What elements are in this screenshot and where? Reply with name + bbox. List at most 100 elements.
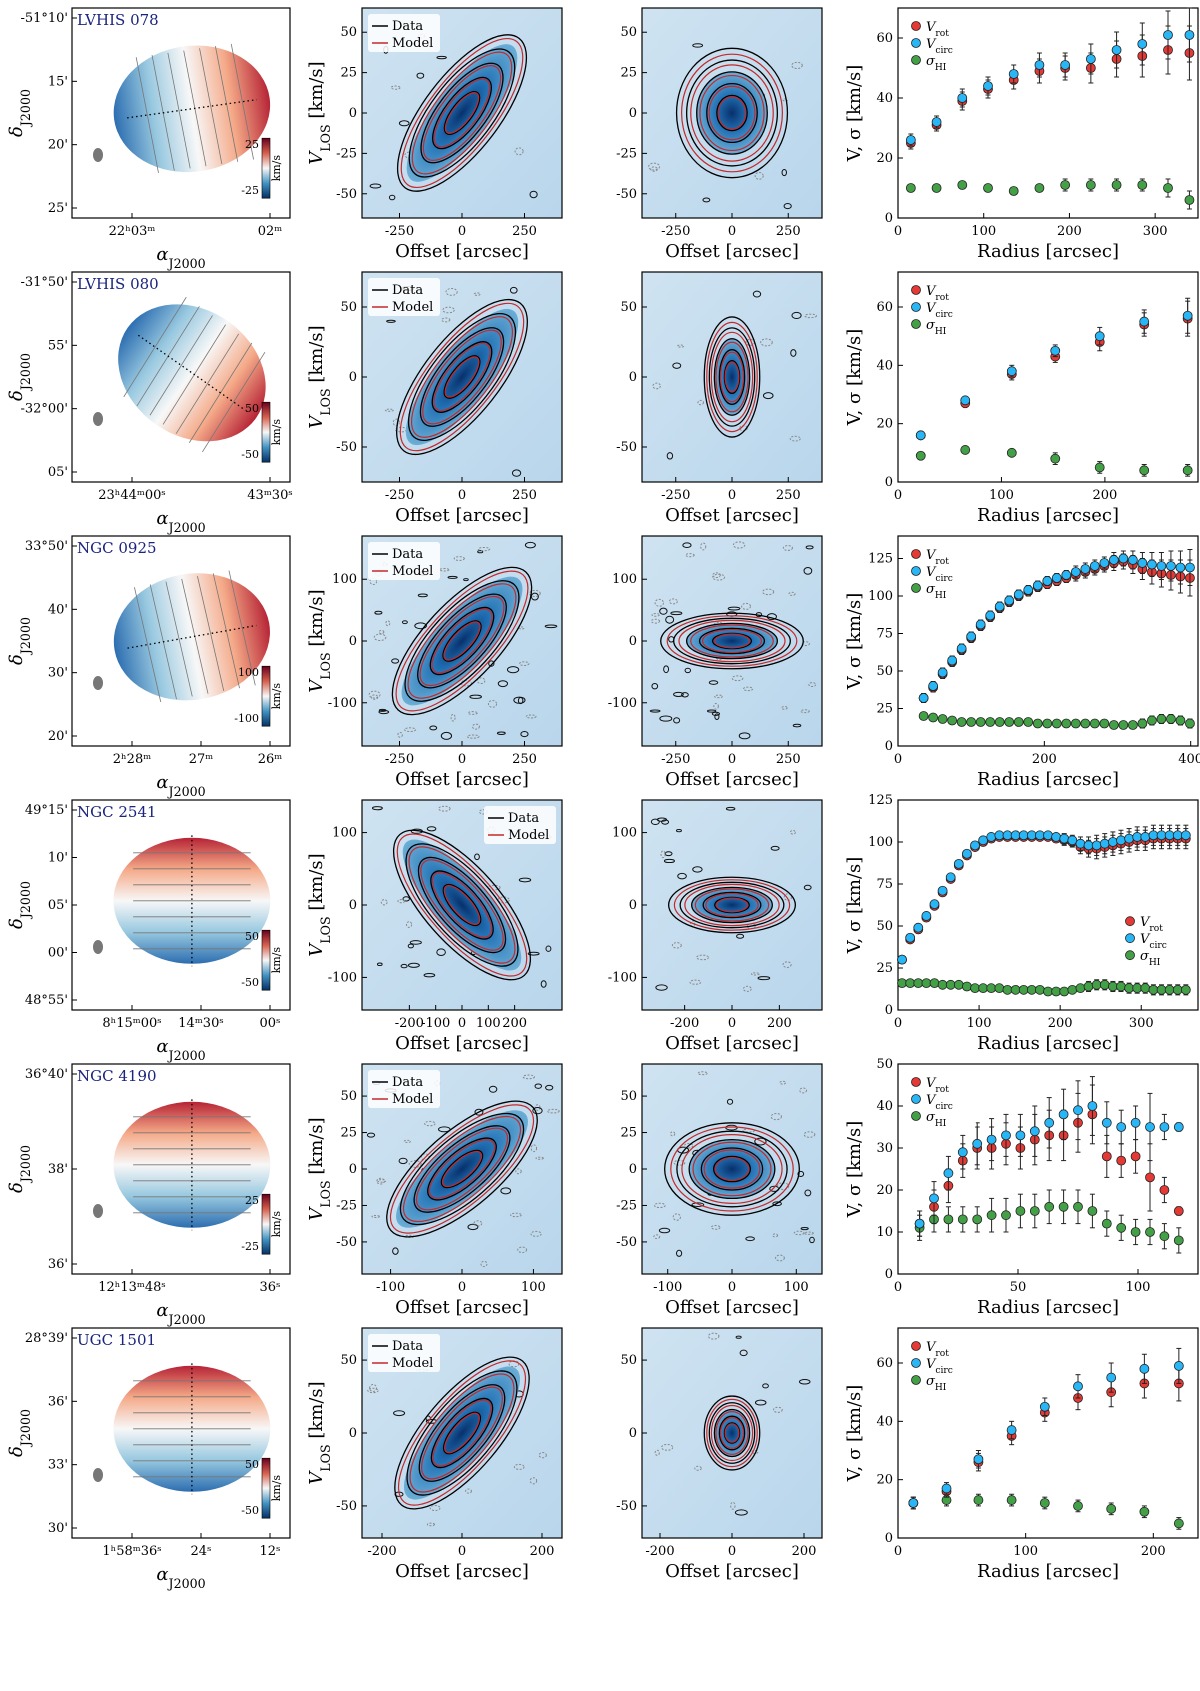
ra-tick-label: 26ᵐ (258, 752, 283, 767)
pv-minor-xlabel: Offset [arcsec] (665, 241, 799, 262)
vcirc-point (1073, 1105, 1083, 1116)
dec-tick-label: 38' (48, 1162, 68, 1177)
sigma-point (943, 1214, 954, 1225)
sigma-point (1080, 718, 1091, 729)
model-contour (717, 96, 747, 130)
noise-contour (670, 611, 683, 616)
noise-contour (648, 162, 661, 171)
pv-major-ytick-label: 0 (349, 370, 357, 385)
ra-tick-label: 00ˢ (260, 1016, 281, 1031)
rc-ytick-label: 40 (876, 1099, 893, 1114)
legend-model-label: Model (392, 1092, 433, 1107)
data-contour (679, 881, 785, 929)
vcirc-point (1137, 39, 1148, 49)
rc-xtick-label: 200 (1092, 488, 1117, 503)
rc-ytick-label: 0 (885, 1003, 893, 1018)
iso-velocity-contour (230, 43, 254, 160)
noise-contour (714, 713, 720, 721)
data-contour (667, 876, 797, 934)
sigma-point (973, 1495, 984, 1505)
rc-ytick-label: 0 (885, 475, 893, 490)
vcirc-point (1001, 1130, 1011, 1141)
colorbar (261, 137, 271, 199)
pv-minor-ytick-label: 0 (629, 106, 637, 121)
sigma-point (1008, 186, 1019, 196)
vcirc-point (1051, 573, 1062, 583)
sigma-point (985, 717, 996, 727)
vrot-point (1116, 1155, 1127, 1166)
rc-ytick-label: 100 (868, 835, 893, 850)
sigma-point (1094, 462, 1105, 473)
rc-ytick-label: 75 (876, 627, 893, 642)
rc-ylabel: V, σ [km/s] (844, 857, 865, 955)
data-contour (399, 1112, 525, 1226)
pv-minor-xtick-label: 0 (728, 752, 736, 767)
iso-velocity-contour (149, 315, 213, 416)
model-contour (428, 1139, 496, 1199)
sigma-point (1132, 983, 1143, 994)
rc-legend-box (906, 1070, 976, 1128)
pv-minor-xtick-label: -250 (661, 752, 690, 767)
noise-contour (782, 961, 792, 968)
noise-contour (534, 1083, 543, 1089)
noise-contour (751, 1449, 759, 1454)
colorbar-max-label: 25 (245, 1194, 259, 1207)
noise-contour (424, 1120, 436, 1127)
iso-velocity-contour (228, 570, 256, 686)
pv-minor-xtick-label: -200 (645, 1544, 674, 1559)
pv-major-xtick-label: 0 (458, 488, 466, 503)
noise-contour (438, 805, 451, 812)
vcirc-point (1166, 561, 1176, 571)
noise-contour (712, 573, 726, 581)
legend-data-label: Data (392, 1339, 423, 1354)
vcirc-point (1085, 54, 1096, 64)
data-contour (703, 1395, 761, 1471)
pv-minor-panel: -200 0 200 Offset [arcsec] 50 0 -50 (616, 1327, 823, 1582)
data-contour (700, 1147, 764, 1191)
vcirc-point (1051, 832, 1062, 842)
rc-ytick-label: 100 (868, 589, 893, 604)
rc-frame (897, 799, 1199, 1011)
vcirc-point (905, 932, 916, 943)
sigma-point (1130, 1227, 1141, 1237)
vcirc-point (1145, 1122, 1155, 1132)
noise-contour (791, 311, 802, 320)
rc-ytick-label: 125 (868, 793, 893, 808)
noise-contour (417, 593, 428, 598)
noise-contour (650, 818, 660, 826)
model-contour (415, 1127, 509, 1211)
vcirc-point (1147, 559, 1157, 570)
sigma-point (1175, 715, 1186, 726)
colorbar-unit: km/s (270, 683, 283, 710)
data-contour (418, 1384, 506, 1482)
sigma-point (957, 1214, 968, 1225)
pv-minor-panel: -250 0 250 Offset [arcsec] 100 0 -100 (608, 535, 823, 790)
vcirc-point (1182, 310, 1193, 321)
beam-ellipse (93, 1468, 103, 1482)
pv-minor-panel: -200 0 200 Offset [arcsec] 100 0 -100 (608, 799, 823, 1054)
ra-tick-label: 27ᵐ (189, 752, 214, 767)
noise-contour (700, 542, 707, 551)
model-contour (690, 624, 774, 658)
colorbar-min-label: -50 (241, 976, 259, 989)
vcirc-point (918, 693, 929, 703)
rc-ytick-label: 60 (876, 1356, 893, 1371)
data-contour (430, 870, 494, 940)
pv-major-ytick-label: 50 (340, 25, 357, 40)
pv-major-xtick-label: 100 (521, 1280, 546, 1295)
rc-ytick-label: 50 (876, 1057, 893, 1072)
data-contour (696, 71, 768, 155)
colorbar-unit: km/s (270, 1211, 283, 1238)
data-contour (691, 886, 773, 924)
sigma-point (921, 978, 932, 989)
noise-contour (793, 1230, 805, 1236)
noise-contour (506, 666, 520, 674)
pv-minor-xlabel: Offset [arcsec] (665, 1561, 799, 1582)
pv-minor-xtick-label: 0 (728, 1544, 736, 1559)
pv-minor-ytick-label: 100 (612, 572, 637, 587)
pv-major-ytick-label: -100 (328, 696, 357, 711)
pv-minor-xtick-label: 0 (728, 1280, 736, 1295)
data-contour (698, 627, 766, 655)
vrot-point (1101, 1151, 1112, 1162)
model-contour (701, 628, 763, 654)
